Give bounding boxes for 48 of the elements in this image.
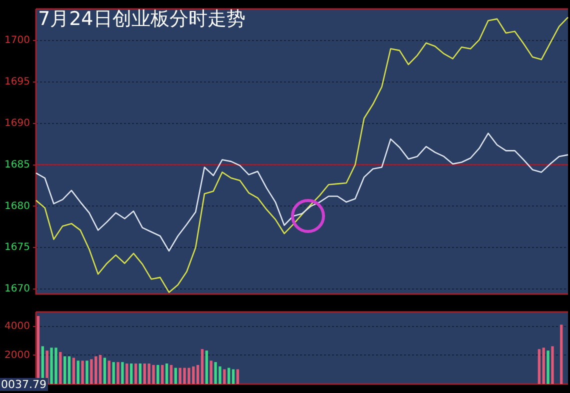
y-tick-label: 2000 <box>4 350 30 361</box>
bar <box>138 364 142 384</box>
bar <box>161 364 164 384</box>
bar <box>90 359 93 384</box>
bar <box>223 369 226 384</box>
bar <box>170 364 173 384</box>
bar <box>542 348 545 384</box>
bar <box>551 346 554 384</box>
bar <box>196 364 200 384</box>
annotation: 0037.79 <box>0 378 48 391</box>
y-tick-label: 1700 <box>4 35 30 46</box>
bar <box>228 368 230 384</box>
bar <box>130 364 133 384</box>
bar <box>86 360 88 384</box>
bar <box>63 356 66 384</box>
bar <box>200 349 204 384</box>
bar <box>560 324 563 384</box>
bar <box>232 369 235 384</box>
bar <box>156 364 160 384</box>
y-tick-label: 4000 <box>4 320 30 332</box>
bar <box>210 360 212 384</box>
bar <box>205 350 208 384</box>
y-tick-label: 1690 <box>4 118 30 129</box>
bar <box>174 368 177 384</box>
bar <box>72 358 76 384</box>
bar <box>81 360 84 384</box>
bar <box>94 356 98 384</box>
bar <box>116 362 120 384</box>
bar <box>126 364 128 384</box>
bar <box>134 364 138 384</box>
bar <box>546 350 550 384</box>
bar <box>76 360 80 384</box>
bar <box>103 358 106 384</box>
bar <box>236 369 240 384</box>
bar <box>112 362 115 384</box>
bar <box>108 360 110 384</box>
bar <box>538 349 541 384</box>
bar <box>121 362 124 384</box>
y-tick-label: 1675 <box>4 242 30 254</box>
bar <box>165 364 168 384</box>
y-tick-label: 1685 <box>4 159 30 170</box>
y-tick-label: 1695 <box>4 76 30 88</box>
y-tick-label: 1680 <box>4 200 30 212</box>
y-tick-label: 1670 <box>4 284 30 295</box>
bar <box>68 356 71 384</box>
bar <box>98 354 102 384</box>
chart-title: 7月24日创业板分时走势 <box>38 7 246 32</box>
bar <box>59 352 62 384</box>
